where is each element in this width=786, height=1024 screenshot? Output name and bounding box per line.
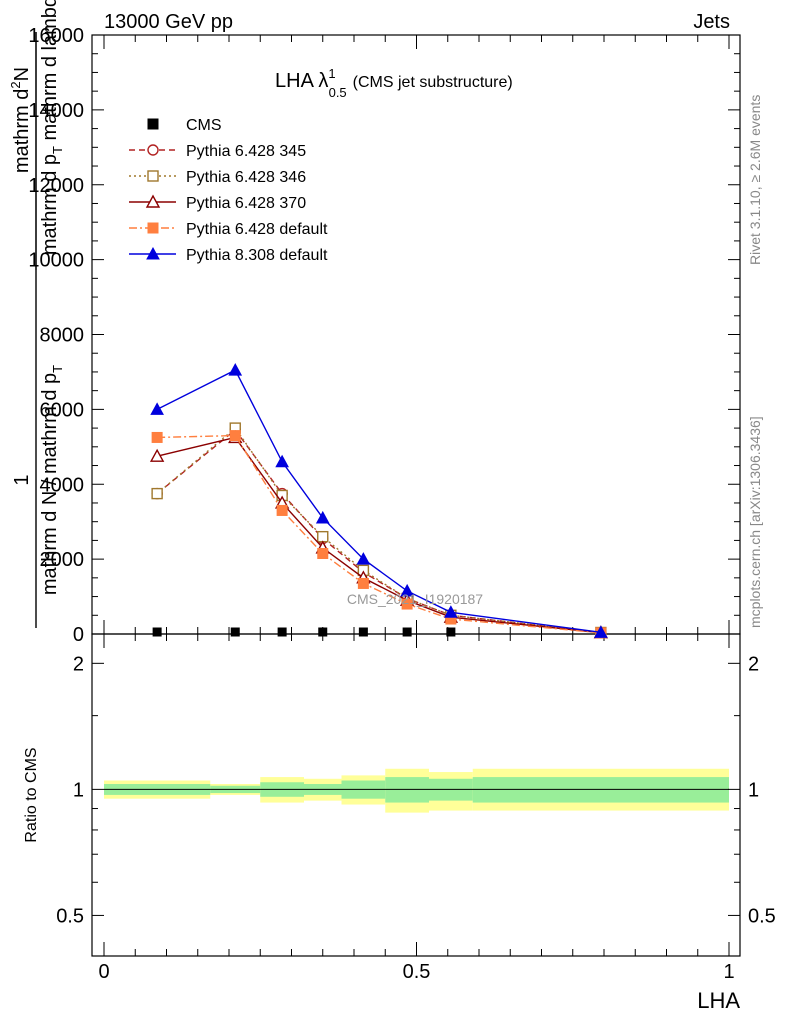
legend-entry: Pythia 6.428 default (129, 221, 328, 238)
data-point (150, 402, 164, 415)
legend-marker (147, 170, 159, 182)
y-tick-label: 14000 (28, 100, 84, 122)
y-label-denominator: mathrm d N / mathrm d pT (39, 365, 65, 595)
x-axis-label: LHA (697, 988, 740, 1013)
data-point (151, 487, 163, 500)
y-label-numerator-top: mathrm d2N (8, 67, 33, 173)
ratio-y-tick-label-right: 0.5 (748, 905, 776, 927)
data-point (276, 504, 288, 516)
x-tick-label: 0 (98, 961, 109, 983)
legend-label: Pythia 6.428 default (186, 221, 328, 238)
y-label-numerator-bottom: mathrm d pT mathrm d lambda (39, 0, 65, 255)
data-point (594, 625, 608, 638)
series-line (156, 436, 601, 634)
legend-label: Pythia 6.428 346 (186, 169, 306, 186)
series-line (157, 434, 601, 634)
header-energy-label: 13000 GeV pp (104, 11, 233, 33)
data-point (152, 627, 162, 637)
legend-label: Pythia 6.428 370 (186, 195, 306, 212)
y-tick-label: 16000 (28, 25, 84, 47)
series-layer (149, 363, 609, 639)
ratio-y-axis-label: Ratio to CMS (23, 747, 40, 842)
legend: CMS Pythia 6.428 345 Pythia 6.428 346 Pythi… (129, 117, 328, 264)
main-y-axis-label: mathrm d2N mathrm d pT mathrm d lambda 1… (8, 0, 65, 628)
data-point (229, 430, 241, 442)
data-point (358, 627, 368, 637)
y-tick-label: 4000 (40, 474, 85, 496)
data-point (357, 577, 369, 589)
series-line (156, 427, 601, 634)
legend-marker (146, 246, 160, 260)
chart-title: LHA λ1 0.5(CMS jet substructure) (275, 66, 513, 100)
data-point (400, 583, 414, 597)
main-x-ticks (103, 35, 730, 634)
data-point (230, 627, 240, 637)
x-tick-label: 1 (723, 961, 734, 983)
legend-marker (147, 118, 159, 130)
ratio-axes: 0 0.5 1 0.5 0.5 1 1 2 2 (56, 634, 776, 983)
ratio-y-tick-label-right: 1 (748, 779, 759, 801)
data-point (318, 627, 328, 637)
data-point (315, 510, 330, 524)
y-tick-label: 12000 (28, 175, 84, 197)
data-point (228, 363, 243, 376)
legend-marker (145, 194, 161, 208)
data-point (277, 627, 287, 637)
data-point (401, 598, 413, 610)
y-tick-label: 10000 (28, 250, 84, 272)
data-point (149, 448, 165, 462)
y-tick-label: 0 (73, 624, 84, 646)
data-point (317, 530, 329, 543)
y-tick-label: 6000 (40, 399, 85, 421)
series-line (156, 369, 601, 634)
legend-marker (147, 144, 159, 156)
ratio-y-tick-label-right: 2 (748, 653, 759, 675)
data-point (356, 552, 371, 565)
ratio-uncertainty-bands (104, 768, 729, 813)
x-tick-label: 0.5 (403, 961, 431, 983)
legend-entry: Pythia 6.428 345 (129, 143, 306, 160)
data-point (444, 605, 458, 618)
data-point (275, 454, 289, 468)
ratio-y-tick-label: 0.5 (56, 905, 84, 927)
y-label-one: 1 (11, 474, 33, 485)
rivet-version-label: Rivet 3.1.10, ≥ 2.6M events (747, 95, 763, 265)
legend-label: CMS (186, 117, 222, 134)
data-point (151, 431, 163, 443)
legend-entry: Pythia 6.428 370 (129, 194, 306, 212)
legend-label: Pythia 6.428 345 (186, 143, 306, 160)
ratio-y-tick-label: 2 (73, 653, 84, 675)
analysis-watermark: CMS_2021_I1920187 (347, 591, 483, 607)
data-point (317, 548, 329, 560)
legend-entry: Pythia 6.428 346 (129, 169, 306, 186)
ratio-y-tick-label: 1 (73, 779, 84, 801)
mcplots-label: mcplots.cern.ch [arXiv:1306.3436] (747, 416, 763, 628)
legend-marker (147, 222, 159, 234)
data-point (402, 627, 412, 637)
header-jets-label: Jets (693, 11, 730, 33)
legend-entry: CMS (147, 117, 222, 134)
data-point (446, 627, 456, 637)
legend-entry: Pythia 8.308 default (129, 246, 328, 264)
legend-label: Pythia 8.308 default (186, 247, 328, 264)
y-tick-label: 2000 (40, 549, 85, 571)
series-pythia-6-428-default (151, 430, 607, 639)
main-y-axis: 0 2000 4000 6000 8000 10000 12000 14000 16000 (28, 25, 740, 646)
series-pythia-8-308-default (150, 363, 608, 638)
series-cms (152, 627, 606, 637)
y-tick-label: 8000 (40, 325, 85, 347)
